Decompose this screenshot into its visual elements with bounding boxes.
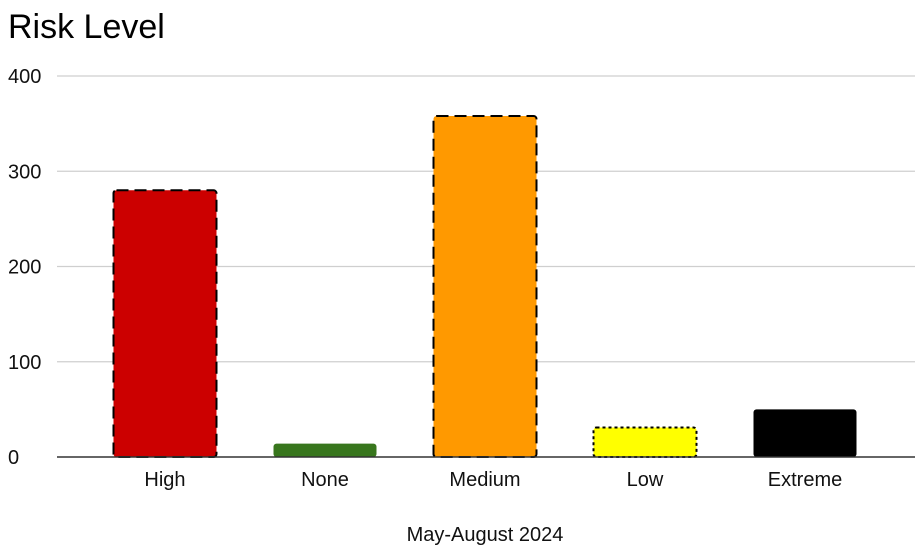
x-tick-label: None bbox=[301, 469, 349, 491]
bar-extreme bbox=[753, 409, 857, 457]
bar-medium bbox=[432, 115, 538, 458]
x-axis-ticks: High None Medium Low Extreme bbox=[144, 469, 842, 491]
bar-low bbox=[592, 426, 698, 459]
x-tick-label: Extreme bbox=[768, 469, 842, 491]
y-axis-ticks: 0 100 200 300 400 bbox=[8, 66, 41, 469]
y-tick-label: 200 bbox=[8, 257, 41, 279]
x-tick-label: Medium bbox=[449, 469, 520, 491]
x-tick-label: Low bbox=[627, 469, 664, 491]
bar-high bbox=[112, 189, 218, 459]
y-tick-label: 100 bbox=[8, 352, 41, 374]
x-tick-label: High bbox=[144, 469, 185, 491]
y-tick-label: 300 bbox=[8, 161, 41, 183]
chart-title: Risk Level bbox=[8, 8, 165, 46]
y-tick-label: 0 bbox=[8, 447, 19, 469]
y-tick-label: 400 bbox=[8, 66, 41, 88]
bar-none bbox=[273, 443, 377, 457]
bars bbox=[112, 115, 857, 459]
x-axis-label: May-August 2024 bbox=[407, 524, 564, 546]
